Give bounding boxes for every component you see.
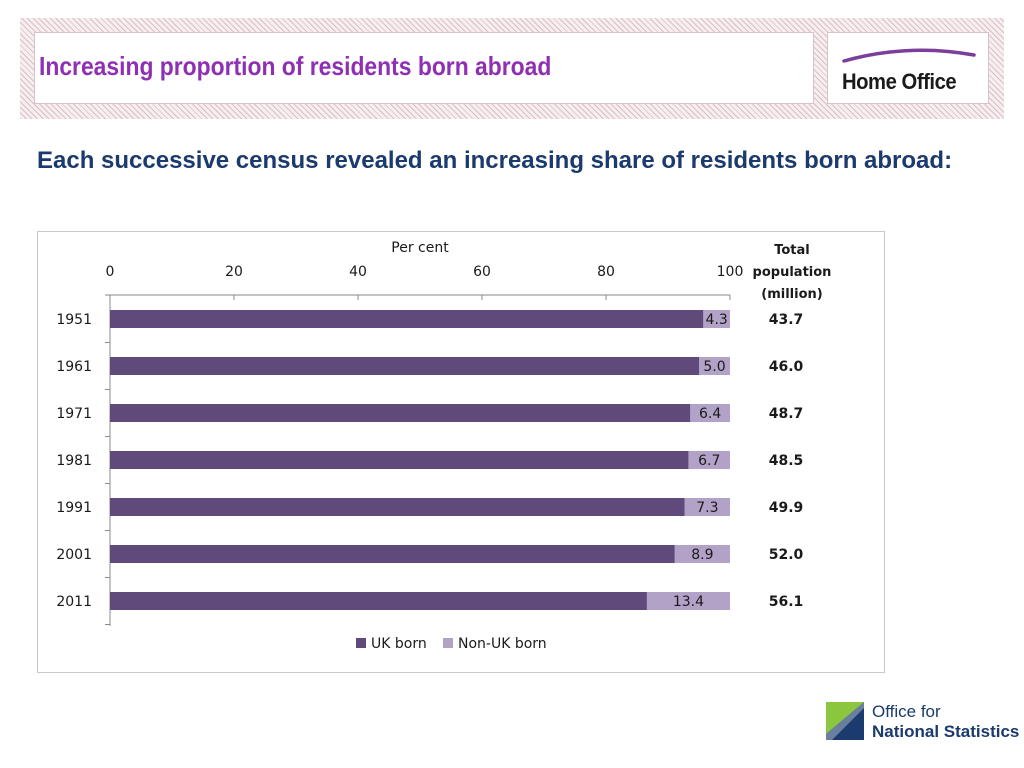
ons-logo-text: Office for National Statistics [872,702,1019,742]
bar-data-label: 6.7 [698,453,720,469]
bar-data-label: 13.4 [673,594,704,610]
x-tick-label: 0 [106,264,115,280]
total-population-value: 46.0 [769,359,804,375]
y-category-label: 1981 [56,453,92,469]
bar-non-uk-born [688,451,730,469]
bar-data-label: 7.3 [696,500,718,516]
home-office-arc-icon [842,48,976,63]
total-population-header: Total [774,243,810,258]
page-title: Increasing proportion of residents born … [39,51,552,81]
x-tick-label: 20 [225,264,243,280]
total-population-value: 49.9 [769,500,804,516]
total-population-header: population [753,265,832,280]
y-category-label: 1971 [56,406,92,422]
legend-label: Non-UK born [458,636,547,652]
title-box: Increasing proportion of residents born … [34,32,814,104]
bar-uk-born [110,592,647,610]
y-category-label: 1991 [56,500,92,516]
bar-non-uk-born [690,404,730,422]
total-population-value: 56.1 [769,594,804,610]
logo-text: Home Office [842,69,957,94]
x-tick-label: 60 [473,264,491,280]
total-population-value: 48.5 [769,453,804,469]
x-axis-title: Per cent [391,240,449,256]
x-tick-label: 40 [349,264,367,280]
y-category-label: 2001 [56,547,92,563]
bar-non-uk-born [646,592,730,610]
ons-logo-icon [826,702,864,740]
bar-non-uk-born [703,310,730,328]
bar-uk-born [110,498,685,516]
y-category-label: 1951 [56,312,92,328]
bar-non-uk-born [674,545,730,563]
legend-label: UK born [371,636,427,652]
subtitle: Each successive census revealed an incre… [37,147,953,174]
legend-swatch-non-uk-born [443,638,453,648]
y-category-label: 1961 [56,359,92,375]
bar-data-label: 5.0 [703,359,725,375]
x-tick-label: 80 [597,264,615,280]
y-category-label: 2011 [56,594,92,610]
total-population-value: 48.7 [769,406,804,422]
total-population-header: (million) [761,287,822,302]
bar-non-uk-born [684,498,730,516]
bar-uk-born [110,451,689,469]
bar-data-label: 8.9 [691,547,713,563]
x-tick-label: 100 [717,264,744,280]
bar-non-uk-born [699,357,730,375]
bar-uk-born [110,404,691,422]
bar-uk-born [110,357,699,375]
bar-uk-born [110,310,704,328]
total-population-value: 43.7 [769,312,804,328]
stacked-bar-chart: Per cent 0 20 40 60 80 100 Total population (mill… [56,240,832,652]
bar-uk-born [110,545,675,563]
ons-line1: Office for [872,702,941,721]
ons-line2: National Statistics [872,722,1020,741]
bar-data-label: 4.3 [706,312,728,328]
home-office-logo: Home Office [827,32,989,104]
bar-data-label: 6.4 [699,406,721,422]
legend-swatch-uk-born [356,638,366,648]
chart-frame: Per cent 0 20 40 60 80 100 Total population (mill… [37,231,885,673]
total-population-value: 52.0 [769,547,804,563]
